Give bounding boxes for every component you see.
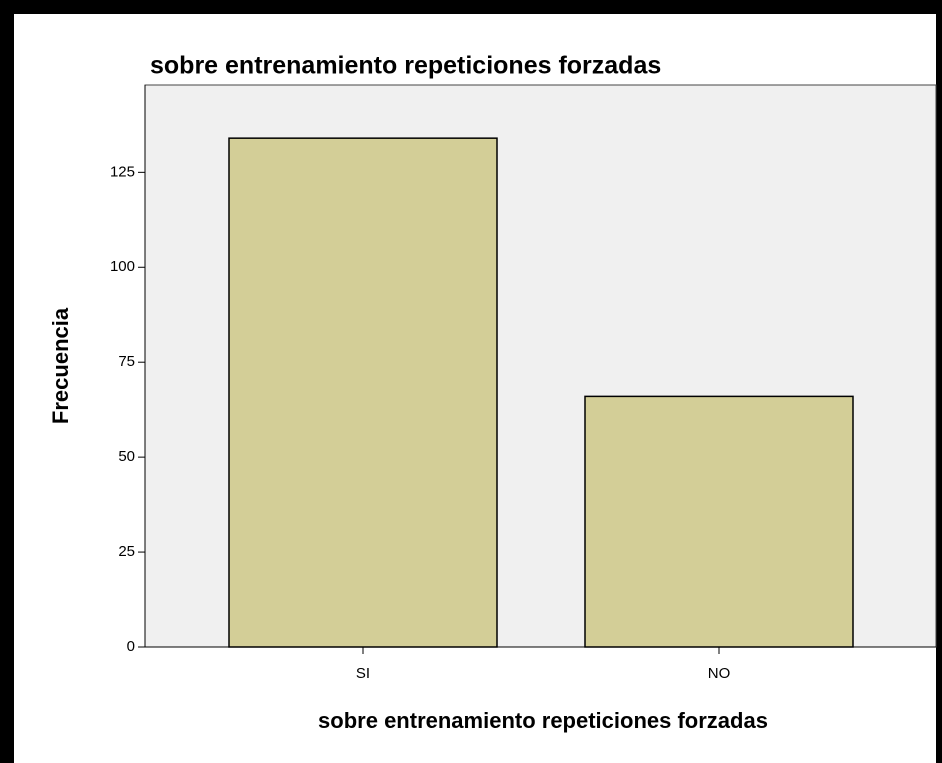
y-tick-label: 50: [118, 448, 135, 465]
frame-top: [0, 0, 942, 14]
y-axis-label: Frecuencia: [48, 307, 73, 424]
x-tick-label: SI: [356, 665, 370, 682]
x-axis-label: sobre entrenamiento repeticiones forzada…: [318, 708, 768, 733]
bar: [228, 137, 498, 648]
frame-left: [0, 0, 14, 763]
frame-right: [936, 0, 942, 763]
bar: [584, 395, 854, 648]
chart-title: sobre entrenamiento repeticiones forzada…: [150, 52, 661, 80]
y-tick-label: 25: [118, 543, 135, 560]
y-tick-label: 125: [110, 163, 135, 180]
y-tick-label: 0: [127, 638, 135, 655]
y-tick-label: 100: [110, 258, 135, 275]
y-tick-label: 75: [118, 353, 135, 370]
x-tick-label: NO: [708, 665, 731, 682]
